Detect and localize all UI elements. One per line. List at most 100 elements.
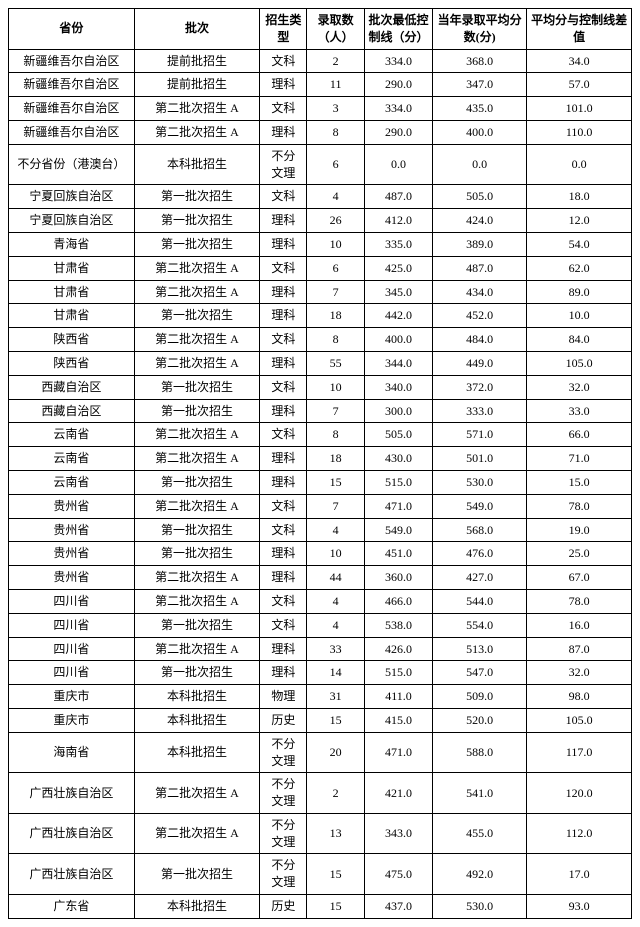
province-cell: 云南省 bbox=[9, 470, 135, 494]
province-cell: 甘肃省 bbox=[9, 304, 135, 328]
batch-cell: 提前批招生 bbox=[134, 49, 260, 73]
avg-cell: 435.0 bbox=[433, 97, 527, 121]
province-cell: 贵州省 bbox=[9, 542, 135, 566]
type-cell: 不分文理 bbox=[260, 854, 307, 895]
type-cell: 不分文理 bbox=[260, 773, 307, 814]
table-row: 新疆维吾尔自治区第二批次招生 A理科8290.0400.0110.0 bbox=[9, 120, 632, 144]
avg-cell: 549.0 bbox=[433, 494, 527, 518]
table-row: 甘肃省第二批次招生 A理科7345.0434.089.0 bbox=[9, 280, 632, 304]
province-cell: 四川省 bbox=[9, 589, 135, 613]
minline-cell: 421.0 bbox=[364, 773, 432, 814]
minline-cell: 335.0 bbox=[364, 232, 432, 256]
batch-cell: 第二批次招生 A bbox=[134, 423, 260, 447]
count-cell: 31 bbox=[307, 685, 365, 709]
batch-cell: 第一批次招生 bbox=[134, 518, 260, 542]
header-province: 省份 bbox=[9, 9, 135, 50]
minline-cell: 471.0 bbox=[364, 732, 432, 773]
minline-cell: 412.0 bbox=[364, 209, 432, 233]
table-row: 四川省第二批次招生 A文科4466.0544.078.0 bbox=[9, 589, 632, 613]
province-cell: 新疆维吾尔自治区 bbox=[9, 120, 135, 144]
diff-cell: 112.0 bbox=[527, 813, 632, 854]
type-cell: 理科 bbox=[260, 73, 307, 97]
batch-cell: 第二批次招生 A bbox=[134, 328, 260, 352]
count-cell: 20 bbox=[307, 732, 365, 773]
table-row: 甘肃省第一批次招生理科18442.0452.010.0 bbox=[9, 304, 632, 328]
minline-cell: 400.0 bbox=[364, 328, 432, 352]
type-cell: 文科 bbox=[260, 49, 307, 73]
minline-cell: 430.0 bbox=[364, 447, 432, 471]
minline-cell: 290.0 bbox=[364, 120, 432, 144]
batch-cell: 本科批招生 bbox=[134, 732, 260, 773]
table-row: 广东省本科批招生历史15437.0530.093.0 bbox=[9, 895, 632, 919]
diff-cell: 110.0 bbox=[527, 120, 632, 144]
diff-cell: 57.0 bbox=[527, 73, 632, 97]
count-cell: 15 bbox=[307, 854, 365, 895]
province-cell: 贵州省 bbox=[9, 518, 135, 542]
province-cell: 广西壮族自治区 bbox=[9, 854, 135, 895]
table-row: 重庆市本科批招生物理31411.0509.098.0 bbox=[9, 685, 632, 709]
diff-cell: 105.0 bbox=[527, 708, 632, 732]
count-cell: 15 bbox=[307, 895, 365, 919]
count-cell: 33 bbox=[307, 637, 365, 661]
avg-cell: 501.0 bbox=[433, 447, 527, 471]
province-cell: 青海省 bbox=[9, 232, 135, 256]
minline-cell: 505.0 bbox=[364, 423, 432, 447]
diff-cell: 16.0 bbox=[527, 613, 632, 637]
minline-cell: 442.0 bbox=[364, 304, 432, 328]
type-cell: 理科 bbox=[260, 120, 307, 144]
minline-cell: 515.0 bbox=[364, 470, 432, 494]
avg-cell: 389.0 bbox=[433, 232, 527, 256]
batch-cell: 第一批次招生 bbox=[134, 542, 260, 566]
count-cell: 15 bbox=[307, 470, 365, 494]
diff-cell: 32.0 bbox=[527, 375, 632, 399]
type-cell: 理科 bbox=[260, 661, 307, 685]
avg-cell: 434.0 bbox=[433, 280, 527, 304]
header-avg: 当年录取平均分数(分) bbox=[433, 9, 527, 50]
diff-cell: 93.0 bbox=[527, 895, 632, 919]
province-cell: 新疆维吾尔自治区 bbox=[9, 73, 135, 97]
type-cell: 历史 bbox=[260, 895, 307, 919]
count-cell: 6 bbox=[307, 256, 365, 280]
minline-cell: 487.0 bbox=[364, 185, 432, 209]
avg-cell: 509.0 bbox=[433, 685, 527, 709]
table-row: 陕西省第二批次招生 A理科55344.0449.0105.0 bbox=[9, 351, 632, 375]
count-cell: 4 bbox=[307, 518, 365, 542]
province-cell: 广东省 bbox=[9, 895, 135, 919]
batch-cell: 本科批招生 bbox=[134, 708, 260, 732]
batch-cell: 第二批次招生 A bbox=[134, 773, 260, 814]
type-cell: 文科 bbox=[260, 256, 307, 280]
admission-table: 省份 批次 招生类型 录取数（人） 批次最低控制线（分） 当年录取平均分数(分)… bbox=[8, 8, 632, 919]
table-row: 贵州省第二批次招生 A文科7471.0549.078.0 bbox=[9, 494, 632, 518]
count-cell: 7 bbox=[307, 280, 365, 304]
minline-cell: 360.0 bbox=[364, 566, 432, 590]
diff-cell: 12.0 bbox=[527, 209, 632, 233]
type-cell: 理科 bbox=[260, 447, 307, 471]
type-cell: 理科 bbox=[260, 351, 307, 375]
table-body: 新疆维吾尔自治区提前批招生文科2334.0368.034.0新疆维吾尔自治区提前… bbox=[9, 49, 632, 918]
type-cell: 文科 bbox=[260, 328, 307, 352]
type-cell: 文科 bbox=[260, 613, 307, 637]
minline-cell: 411.0 bbox=[364, 685, 432, 709]
batch-cell: 本科批招生 bbox=[134, 895, 260, 919]
count-cell: 10 bbox=[307, 542, 365, 566]
type-cell: 理科 bbox=[260, 399, 307, 423]
minline-cell: 538.0 bbox=[364, 613, 432, 637]
table-row: 西藏自治区第一批次招生理科7300.0333.033.0 bbox=[9, 399, 632, 423]
province-cell: 四川省 bbox=[9, 661, 135, 685]
avg-cell: 505.0 bbox=[433, 185, 527, 209]
avg-cell: 476.0 bbox=[433, 542, 527, 566]
table-row: 重庆市本科批招生历史15415.0520.0105.0 bbox=[9, 708, 632, 732]
table-row: 甘肃省第二批次招生 A文科6425.0487.062.0 bbox=[9, 256, 632, 280]
type-cell: 理科 bbox=[260, 637, 307, 661]
batch-cell: 第一批次招生 bbox=[134, 661, 260, 685]
minline-cell: 334.0 bbox=[364, 49, 432, 73]
type-cell: 历史 bbox=[260, 708, 307, 732]
avg-cell: 492.0 bbox=[433, 854, 527, 895]
table-row: 宁夏回族自治区第一批次招生理科26412.0424.012.0 bbox=[9, 209, 632, 233]
table-row: 不分省份（港澳台）本科批招生不分文理60.00.00.0 bbox=[9, 144, 632, 185]
type-cell: 理科 bbox=[260, 209, 307, 233]
header-minline: 批次最低控制线（分） bbox=[364, 9, 432, 50]
minline-cell: 426.0 bbox=[364, 637, 432, 661]
count-cell: 7 bbox=[307, 399, 365, 423]
table-row: 广西壮族自治区第二批次招生 A不分文理2421.0541.0120.0 bbox=[9, 773, 632, 814]
